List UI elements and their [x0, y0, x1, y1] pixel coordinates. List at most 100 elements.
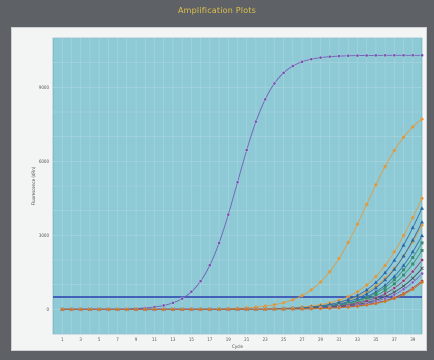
series-point — [411, 53, 415, 58]
series-point — [198, 279, 203, 283]
y-tick-label: 0 — [46, 307, 49, 312]
series-point — [410, 276, 415, 281]
series-point — [336, 298, 341, 303]
series-point — [364, 53, 369, 58]
series-point — [410, 238, 415, 242]
series-point — [272, 81, 277, 86]
series-point — [235, 180, 240, 185]
series-point — [189, 307, 194, 312]
series-point — [346, 305, 351, 310]
series-point — [411, 262, 415, 266]
series-point — [226, 307, 231, 312]
x-tick-label: 7 — [116, 337, 119, 342]
x-tick-label: 13 — [170, 337, 176, 342]
series-point — [420, 117, 424, 122]
series-point — [207, 307, 212, 312]
series-point — [171, 301, 175, 305]
series-point — [281, 307, 286, 312]
series-point — [309, 57, 314, 61]
series-point — [244, 148, 249, 152]
series-point — [263, 307, 268, 312]
series-point — [373, 280, 378, 284]
series-point — [87, 307, 92, 312]
series-point — [420, 266, 424, 271]
x-tick-label: 5 — [98, 337, 101, 342]
series-point — [180, 296, 184, 301]
y-tick-label: 3000 — [39, 233, 50, 238]
series-point — [420, 271, 424, 276]
x-tick-label: 39 — [410, 337, 416, 342]
series-point — [411, 256, 415, 260]
series-point — [180, 307, 185, 312]
series-point — [383, 289, 387, 293]
series-point — [373, 285, 378, 290]
series-point — [355, 296, 360, 300]
series-point — [346, 294, 351, 299]
y-tick-label: 9000 — [39, 85, 50, 90]
series-point — [410, 249, 415, 254]
series-point — [198, 307, 203, 312]
series-point — [336, 305, 341, 310]
series-point — [309, 306, 314, 311]
series-point — [263, 97, 267, 102]
x-tick-label: 33 — [355, 337, 361, 342]
series-point — [254, 119, 258, 124]
series-point — [208, 263, 212, 267]
series-point — [410, 215, 415, 220]
series-point — [410, 287, 415, 292]
series-point — [392, 53, 397, 58]
series-point — [410, 225, 415, 230]
series-point — [383, 285, 387, 289]
series-point — [392, 249, 397, 254]
x-tick-label: 35 — [373, 337, 379, 342]
series-point — [318, 280, 323, 285]
series-point — [115, 307, 120, 312]
series-point — [226, 212, 231, 217]
series-point — [337, 54, 341, 58]
series-point — [355, 222, 360, 227]
series-point — [281, 71, 286, 75]
x-axis-label: Cycle — [232, 344, 243, 349]
series-point — [134, 307, 139, 312]
series-point — [327, 269, 332, 274]
series-point — [401, 53, 406, 58]
series-point — [272, 302, 277, 307]
x-tick-label: 9 — [135, 337, 138, 342]
series-point — [244, 307, 249, 312]
series-point — [97, 307, 102, 312]
series-point — [401, 263, 406, 267]
series-point — [402, 268, 406, 272]
series-point — [355, 304, 360, 309]
x-tick-label: 37 — [392, 337, 398, 342]
chart-title: Amplification Plots — [177, 6, 257, 15]
series-point — [401, 279, 406, 283]
series-point — [392, 286, 397, 290]
series-point — [161, 303, 166, 308]
series-point — [355, 53, 360, 58]
series-point — [420, 248, 424, 252]
series-point — [364, 303, 369, 308]
series-point — [217, 307, 222, 312]
series-point — [291, 64, 295, 68]
series-point — [60, 307, 65, 312]
series-point — [263, 304, 268, 309]
series-point — [383, 263, 388, 268]
series-point — [420, 219, 424, 224]
series-point — [124, 307, 129, 312]
series-point — [300, 60, 304, 64]
series-point — [364, 291, 369, 296]
series-point — [420, 206, 424, 210]
series-point — [189, 290, 194, 294]
series-point — [300, 293, 305, 298]
series-point — [300, 306, 305, 311]
series-point — [401, 284, 406, 288]
x-tick-label: 15 — [189, 337, 195, 342]
series-point — [327, 54, 332, 59]
series-point — [364, 283, 369, 288]
series-point — [106, 307, 111, 312]
y-axis-label: Fluorescence (dRn) — [31, 166, 36, 205]
series-point — [383, 283, 388, 287]
series-point — [420, 258, 424, 262]
series-point — [336, 256, 341, 261]
